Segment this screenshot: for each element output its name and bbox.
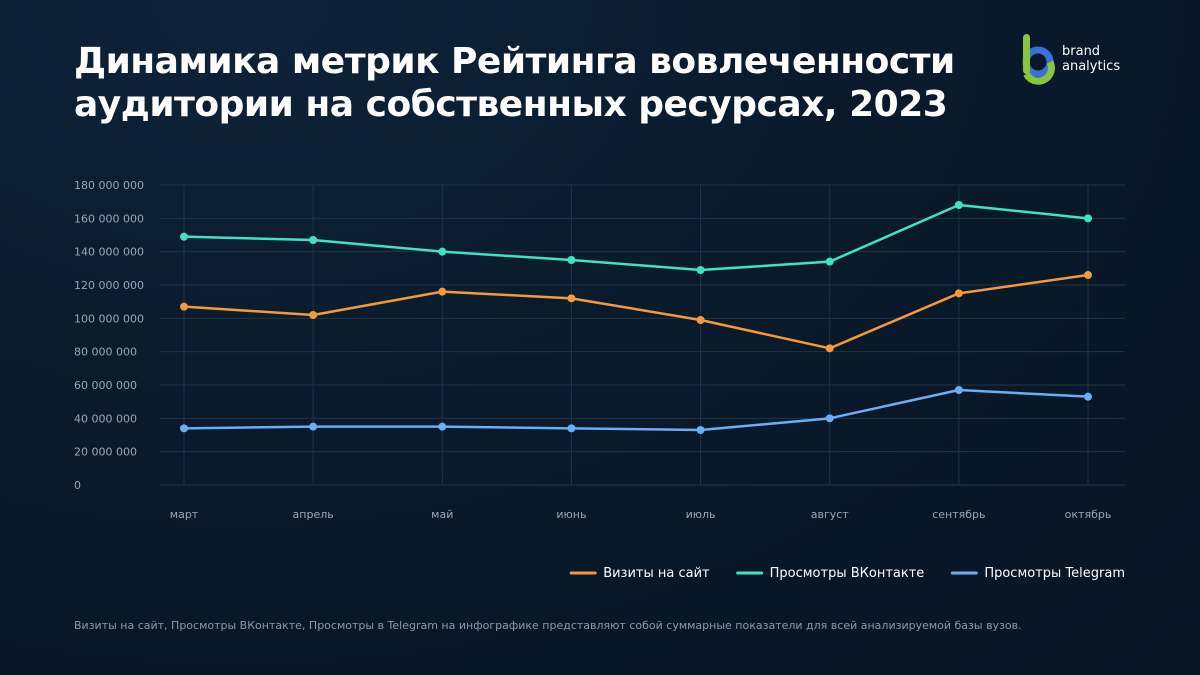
data-point-vk: [825, 257, 834, 266]
logo-text-line-1: brand: [1062, 44, 1101, 59]
data-point-telegram: [825, 414, 834, 423]
data-point-visits: [180, 302, 188, 311]
data-point-visits: [696, 316, 705, 324]
data-point-telegram: [1084, 392, 1092, 401]
data-point-visits: [1084, 271, 1092, 279]
legend: Визиты на сайт Просмотры ВКонтакте Просмот…: [569, 566, 1125, 581]
footnote: Визиты на сайт, Просмотры ВКонтакте, Про…: [74, 619, 1022, 632]
data-point-visits: [825, 344, 834, 353]
page-title: Динамика метрик Рейтинга вовлеченности а…: [74, 40, 974, 126]
y-tick-label: 120 000 000: [74, 279, 144, 292]
y-tick-label: 20 000 000: [74, 446, 137, 459]
brand-logo: brand analytics: [1018, 30, 1138, 86]
data-point-telegram: [567, 424, 576, 433]
data-point-vk: [180, 232, 188, 241]
data-point-vk: [696, 266, 705, 274]
data-point-telegram: [954, 386, 963, 394]
data-point-visits: [309, 311, 318, 319]
data-point-vk: [438, 247, 447, 256]
series-line-telegram: [182, 388, 1090, 432]
data-point-telegram: [696, 426, 705, 434]
y-tick-label: 100 000 000: [74, 312, 144, 325]
x-axis-ticks: март апрель май июнь июль август сентябрь октяб…: [170, 508, 1112, 521]
data-point-vk: [567, 256, 576, 264]
grid: [160, 184, 1125, 486]
data-point-visits: [567, 294, 576, 303]
data-point-visits: [954, 289, 963, 298]
y-tick-label: 80 000 000: [74, 346, 137, 359]
x-tick-label: август: [811, 508, 850, 521]
x-tick-label: июль: [686, 508, 716, 521]
data-point-telegram: [438, 422, 447, 431]
y-tick-label: 160 000 000: [74, 212, 144, 225]
data-point-vk: [1084, 214, 1092, 223]
series-line-vk: [182, 203, 1090, 272]
y-tick-label: 60 000 000: [74, 379, 137, 392]
y-tick-label: 0: [74, 479, 81, 492]
x-tick-label: июнь: [556, 508, 586, 521]
series: [180, 201, 1092, 434]
x-tick-label: март: [170, 508, 199, 521]
y-tick-label: 140 000 000: [74, 246, 144, 259]
x-tick-label: апрель: [293, 508, 334, 521]
data-point-visits: [438, 287, 447, 296]
brand-logo-text: brand analytics: [1062, 44, 1120, 74]
series-line-visits: [182, 273, 1090, 350]
data-point-telegram: [309, 422, 318, 431]
title-line-1: Динамика метрик Рейтинга вовлеченности: [74, 41, 955, 82]
y-tick-label: 180 000 000: [74, 179, 144, 192]
data-point-telegram: [180, 424, 188, 433]
legend-label-vk: Просмотры ВКонтакте: [770, 566, 925, 581]
legend-label-visits: Визиты на сайт: [603, 566, 710, 581]
legend-label-telegram: Просмотры Telegram: [984, 566, 1125, 581]
brand-logo-icon: [1022, 34, 1055, 85]
x-tick-label: май: [431, 508, 453, 521]
line-chart: 0 20 000 000 40 000 000 60 000 000 80 000 00…: [74, 179, 1125, 581]
y-tick-label: 40 000 000: [74, 412, 137, 425]
logo-text-line-2: analytics: [1062, 59, 1121, 74]
x-tick-label: октябрь: [1065, 508, 1112, 521]
data-point-vk: [309, 236, 318, 244]
y-axis-ticks: 0 20 000 000 40 000 000 60 000 000 80 000 00…: [74, 179, 144, 492]
x-tick-label: сентябрь: [932, 508, 985, 521]
title-line-2: аудитории на собственных ресурсах, 2023: [74, 84, 948, 125]
data-point-vk: [954, 201, 963, 209]
